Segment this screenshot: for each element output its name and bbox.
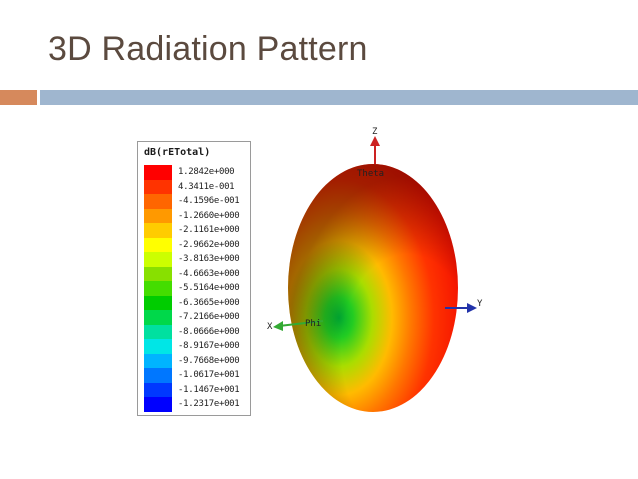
legend-swatch xyxy=(144,194,172,209)
legend-swatch xyxy=(144,281,172,296)
radiation-pattern-plot: Z Theta Y X Phi xyxy=(265,120,485,420)
legend-list: 1.2842e+000 4.3411e-001 -4.1596e-001 -1.266… xyxy=(144,165,248,412)
legend-swatch xyxy=(144,252,172,267)
legend-value: 1.2842e+000 xyxy=(178,167,235,177)
legend-row: -2.1161e+000 xyxy=(144,223,248,238)
legend-swatch xyxy=(144,208,172,223)
legend-value: -5.5164e+000 xyxy=(178,283,240,293)
legend-swatch xyxy=(144,339,172,354)
legend-row: -7.2166e+000 xyxy=(144,310,248,325)
legend-row: -2.9662e+000 xyxy=(144,237,248,252)
legend-panel: dB(rETotal) 1.2842e+000 4.3411e-001 -4.159… xyxy=(137,141,251,416)
legend-value: -1.0617e+001 xyxy=(178,370,240,380)
legend-value: -4.1596e-001 xyxy=(178,196,240,206)
legend-value: -1.2317e+001 xyxy=(178,399,240,409)
legend-row: -5.5164e+000 xyxy=(144,281,248,296)
title-rule-bar xyxy=(40,90,638,105)
legend-title: dB(rETotal) xyxy=(144,147,211,158)
legend-value: -6.3665e+000 xyxy=(178,297,240,308)
legend-swatch xyxy=(144,223,172,238)
radiation-pattern-svg: Z Theta Y X Phi xyxy=(267,127,483,412)
legend-value: -7.2166e+000 xyxy=(178,312,240,322)
legend-value: -4.6663e+000 xyxy=(178,268,240,279)
legend-row: -8.9167e+000 xyxy=(144,339,248,354)
legend-value: -1.1467e+001 xyxy=(178,384,240,395)
legend-value: -8.0666e+000 xyxy=(178,326,240,337)
legend-swatch xyxy=(144,237,172,252)
legend-swatch xyxy=(144,382,172,397)
legend-row: -1.2317e+001 xyxy=(144,397,248,412)
y-axis-label: Y xyxy=(477,299,483,309)
legend-row: -1.0617e+001 xyxy=(144,368,248,383)
legend-row: -3.8163e+000 xyxy=(144,252,248,267)
phi-label: Phi xyxy=(305,319,321,329)
y-axis-arrow xyxy=(467,303,477,313)
legend-row: -8.0666e+000 xyxy=(144,324,248,339)
legend-swatch xyxy=(144,353,172,368)
radiation-pattern-shading xyxy=(288,164,458,412)
legend-swatch xyxy=(144,324,172,339)
legend-swatch xyxy=(144,397,172,412)
legend-swatch xyxy=(144,310,172,325)
x-axis-arrow xyxy=(273,321,283,331)
legend-row: -4.1596e-001 xyxy=(144,194,248,209)
legend-value: -3.8163e+000 xyxy=(178,254,240,264)
legend-value: -9.7668e+000 xyxy=(178,355,240,366)
legend-value: 4.3411e-001 xyxy=(178,181,235,192)
legend-row: 4.3411e-001 xyxy=(144,179,248,194)
legend-row: 1.2842e+000 xyxy=(144,165,248,180)
legend-value: -8.9167e+000 xyxy=(178,341,240,351)
x-axis-label: X xyxy=(267,322,273,332)
legend-swatch xyxy=(144,266,172,281)
legend-swatch xyxy=(144,179,172,194)
legend-swatch xyxy=(144,368,172,383)
x-axis-line xyxy=(278,320,324,327)
legend-value: -2.9662e+000 xyxy=(178,239,240,250)
legend-row: -1.1467e+001 xyxy=(144,382,248,397)
legend-row: -4.6663e+000 xyxy=(144,266,248,281)
title-rule-accent xyxy=(0,90,37,105)
legend-row: -9.7668e+000 xyxy=(144,353,248,368)
legend-row: -6.3665e+000 xyxy=(144,295,248,310)
legend-value: -1.2660e+000 xyxy=(178,210,240,221)
slide-title: 3D Radiation Pattern xyxy=(48,30,368,68)
legend-swatch xyxy=(144,165,172,180)
z-axis-label: Z xyxy=(372,127,378,137)
theta-label: Theta xyxy=(357,169,384,179)
legend-swatch xyxy=(144,295,172,310)
legend-value: -2.1161e+000 xyxy=(178,225,240,235)
z-axis-arrow xyxy=(370,136,380,146)
legend-row: -1.2660e+000 xyxy=(144,208,248,223)
